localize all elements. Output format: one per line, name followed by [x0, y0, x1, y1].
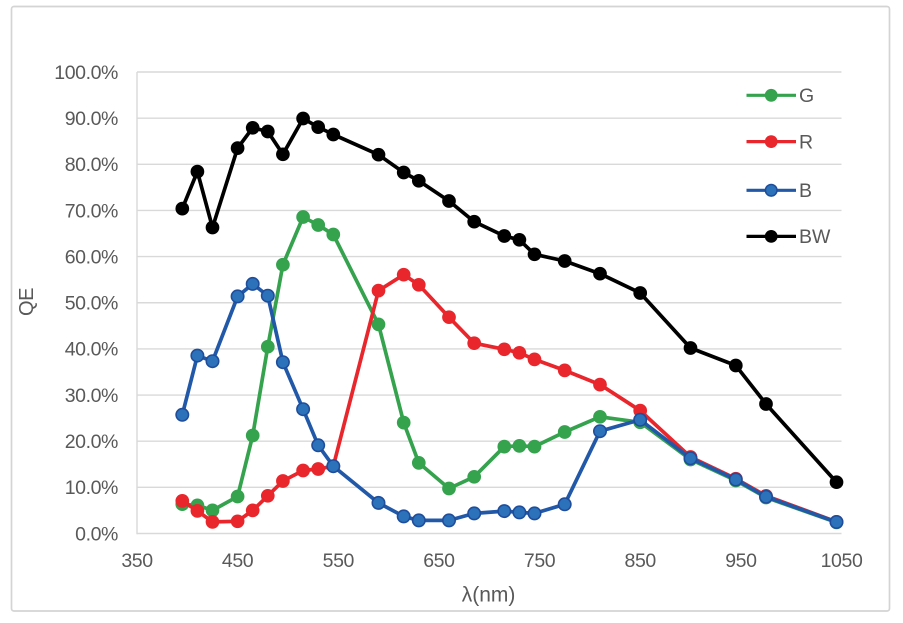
svg-text:30.0%: 30.0% [65, 385, 118, 407]
svg-text:650: 650 [423, 550, 455, 572]
svg-text:350: 350 [121, 550, 153, 572]
svg-text:BW: BW [799, 226, 831, 248]
svg-text:50.0%: 50.0% [65, 293, 118, 315]
svg-text:0.0%: 0.0% [75, 523, 118, 545]
svg-text:80.0%: 80.0% [65, 154, 118, 176]
svg-text:QE: QE [16, 288, 38, 316]
svg-text:R: R [799, 131, 813, 153]
svg-text:20.0%: 20.0% [65, 431, 118, 453]
svg-text:1050: 1050 [821, 550, 863, 572]
svg-text:G: G [799, 85, 814, 107]
svg-text:550: 550 [323, 550, 355, 572]
svg-text:950: 950 [725, 550, 757, 572]
svg-text:90.0%: 90.0% [65, 108, 118, 130]
svg-text:450: 450 [222, 550, 254, 572]
svg-text:850: 850 [625, 550, 657, 572]
svg-text:10.0%: 10.0% [65, 477, 118, 499]
svg-text:70.0%: 70.0% [65, 200, 118, 222]
svg-text:750: 750 [524, 550, 556, 572]
svg-text:40.0%: 40.0% [65, 339, 118, 361]
svg-text:60.0%: 60.0% [65, 246, 118, 268]
svg-text:100.0%: 100.0% [54, 62, 118, 84]
svg-text:B: B [799, 180, 812, 202]
svg-text:λ(nm): λ(nm) [462, 584, 516, 607]
